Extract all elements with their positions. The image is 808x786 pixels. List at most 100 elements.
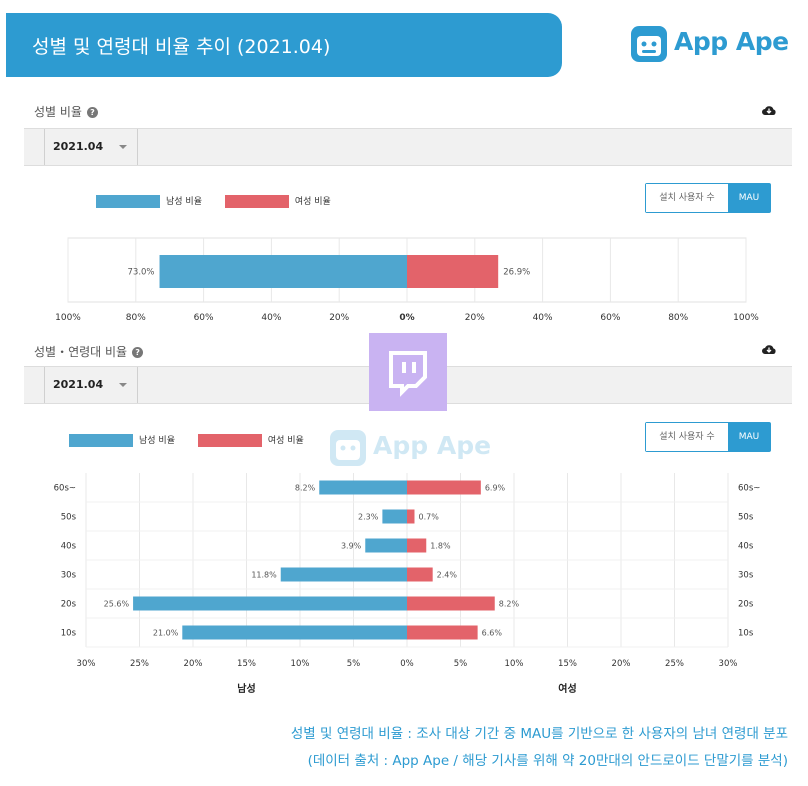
section-age-title-text: 성별・연령대 비율 <box>34 345 128 359</box>
caption-line-2: (데이터 출처 : App Ape / 해당 기사를 위해 약 20만대의 안드… <box>307 753 788 769</box>
x-tick-label: 30% <box>77 659 96 669</box>
page-title: 성별 및 연령대 비율 추이 (2021.04) <box>32 36 331 58</box>
bar-male <box>159 255 407 288</box>
legend-female-label: 여성 비율 <box>267 436 304 446</box>
x-tick-label: 60% <box>600 313 620 323</box>
x-tick-label: 20% <box>465 313 485 323</box>
twitch-icon <box>389 351 427 397</box>
watermark-text: App Ape <box>373 431 492 460</box>
x-tick-label: 25% <box>130 659 149 669</box>
x-label-male: 남성 <box>237 682 255 695</box>
bar-female <box>407 538 427 553</box>
section-gender-title-text: 성별 비율 <box>34 105 82 119</box>
age-gender-chart: 30% 25% 20% 15% 10% 5% 0% 5% 10% 15% 20% 25% 30% 60s~… <box>54 473 760 695</box>
x-tick-label: 80% <box>668 313 688 323</box>
filter-bar-gender: 2021.04 <box>24 128 792 166</box>
x-tick-label: 20% <box>612 659 631 669</box>
y-tick-label-right: 30s <box>738 571 754 581</box>
bar-male <box>365 538 407 553</box>
data-label-male: 2.3% <box>358 513 379 522</box>
legend-male-label: 남성 비율 <box>166 197 202 207</box>
data-label-female: 8.2% <box>499 600 520 609</box>
bar-female <box>407 480 481 495</box>
x-tick-label: 25% <box>665 659 684 669</box>
app-ape-logo: App Ape <box>628 20 798 68</box>
legend-female[interactable]: 여성 비율 <box>224 194 331 208</box>
toggle-mau[interactable]: MAU <box>728 423 770 451</box>
data-label-female: 6.6% <box>482 629 503 638</box>
period-select[interactable]: 2021.04 <box>44 129 138 165</box>
mascot-icon <box>631 26 667 62</box>
data-label-female: 26.9% <box>503 268 530 278</box>
bar-female <box>407 596 495 611</box>
y-tick-label-left: 20s <box>61 600 77 610</box>
help-icon[interactable]: ? <box>86 107 98 118</box>
watermark-logo: App Ape <box>327 424 497 472</box>
y-tick-label-right: 40s <box>738 542 754 552</box>
y-tick-label-right: 10s <box>738 629 754 639</box>
x-tick-label: 20% <box>184 659 203 669</box>
help-icon[interactable]: ? <box>132 347 144 358</box>
y-tick-label-left: 50s <box>61 513 77 523</box>
metric-toggle-age: 설치 사용자 수 MAU <box>645 422 771 452</box>
toggle-install-users[interactable]: 설치 사용자 수 <box>646 423 728 451</box>
x-tick-label: 10% <box>291 659 310 669</box>
x-tick-label: 80% <box>126 313 146 323</box>
mascot-icon <box>330 430 366 466</box>
x-tick-label: 15% <box>558 659 577 669</box>
legend-male-swatch <box>69 434 133 447</box>
bar-female <box>407 255 499 288</box>
x-tick-label: 15% <box>237 659 256 669</box>
data-label-male: 8.2% <box>295 484 316 493</box>
legend-male-label: 남성 비율 <box>139 436 175 446</box>
legend-age: 남성 비율 여성 비율 <box>69 433 324 447</box>
x-tick-label: 100% <box>733 313 759 323</box>
period-select-value: 2021.04 <box>53 140 104 153</box>
data-label-male: 3.9% <box>341 542 362 551</box>
data-label-female: 1.8% <box>430 542 451 551</box>
toggle-install-users[interactable]: 설치 사용자 수 <box>646 184 728 212</box>
legend-female-swatch <box>224 195 289 208</box>
download-cloud-icon[interactable] <box>762 104 776 116</box>
y-tick-label-right: 60s~ <box>738 484 760 494</box>
x-label-female: 여성 <box>558 682 576 695</box>
data-label-male: 11.8% <box>251 571 277 580</box>
bar-male <box>280 567 407 582</box>
bar-male <box>133 596 407 611</box>
x-tick-label: 10% <box>505 659 524 669</box>
x-tick-label: 100% <box>55 313 81 323</box>
legend-male-swatch <box>96 195 160 208</box>
x-tick-label: 40% <box>261 313 281 323</box>
gender-ratio-chart: 100% 80% 60% 40% 20% 0% 20% 40% 60% 80% 100% 73.0% 2… <box>55 237 759 323</box>
x-tick-label: 30% <box>719 659 738 669</box>
bar-female <box>407 625 478 640</box>
period-select[interactable]: 2021.04 <box>44 367 138 403</box>
toggle-mau[interactable]: MAU <box>728 184 770 212</box>
legend-gender: 남성 비율 여성 비율 <box>96 194 351 208</box>
y-tick-label-right: 50s <box>738 513 754 523</box>
data-label-male: 73.0% <box>128 268 155 278</box>
bar-male <box>319 480 407 495</box>
bar-male <box>182 625 407 640</box>
bar-female <box>407 567 433 582</box>
y-tick-label-left: 40s <box>61 542 77 552</box>
y-tick-label-left: 60s~ <box>54 484 76 494</box>
section-gender-title: 성별 비율? <box>34 103 98 120</box>
legend-female-swatch <box>197 434 262 447</box>
download-cloud-icon[interactable] <box>762 343 776 355</box>
x-tick-label: 40% <box>533 313 553 323</box>
period-select-value: 2021.04 <box>53 378 104 391</box>
logo-text: App Ape <box>674 27 789 56</box>
data-label-female: 2.4% <box>437 571 458 580</box>
x-tick-label: 0% <box>400 659 414 669</box>
caption-line-1: 성별 및 연령대 비율 : 조사 대상 기간 중 MAU를 기반으로 한 사용자… <box>290 726 788 742</box>
bar-male <box>382 509 407 524</box>
legend-female-label: 여성 비율 <box>294 197 331 207</box>
data-label-female: 0.7% <box>418 513 439 522</box>
data-label-female: 6.9% <box>485 484 506 493</box>
legend-female[interactable]: 여성 비율 <box>197 433 304 447</box>
legend-male[interactable]: 남성 비율 <box>69 433 175 447</box>
x-tick-label: 5% <box>454 659 468 669</box>
y-tick-label-left: 30s <box>61 571 77 581</box>
legend-male[interactable]: 남성 비율 <box>96 194 202 208</box>
